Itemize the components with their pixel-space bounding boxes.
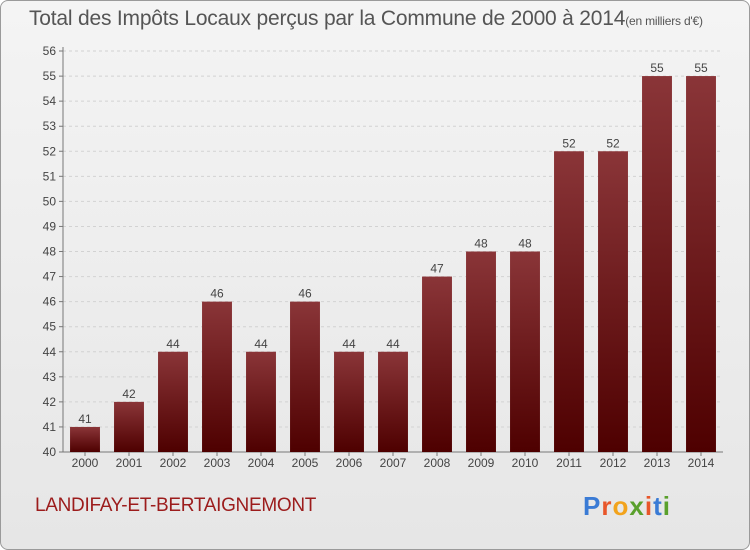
commune-name: LANDIFAY-ET-BERTAIGNEMONT <box>35 495 317 516</box>
bar-value-label: 41 <box>78 412 92 426</box>
bar-value-label: 48 <box>518 237 532 251</box>
x-tick-label: 2001 <box>116 456 143 470</box>
brand-letter: P <box>583 491 602 521</box>
bar-value-label: 42 <box>122 387 136 401</box>
proxiti-logo: Proxiti <box>583 491 671 522</box>
bar <box>642 76 672 452</box>
bar-value-label: 46 <box>210 287 224 301</box>
x-tick-label: 2002 <box>160 456 187 470</box>
x-tick-label: 2006 <box>336 456 363 470</box>
bar <box>422 276 452 452</box>
y-tick-label: 40 <box>43 445 57 459</box>
x-tick-label: 2007 <box>380 456 407 470</box>
bar-value-label: 52 <box>562 136 576 150</box>
brand-letter: t <box>653 491 663 521</box>
brand-letter: o <box>612 491 630 521</box>
x-tick-label: 2014 <box>688 456 715 470</box>
bar <box>686 76 716 452</box>
x-tick-label: 2005 <box>292 456 319 470</box>
y-tick-label: 41 <box>43 420 57 434</box>
y-tick-labels: 40 41 42 43 44 45 46 47 48 49 50 51 52 53 54 55 56 <box>43 44 57 459</box>
chart-unit: (en milliers d'€) <box>625 14 703 28</box>
y-tick-label: 53 <box>43 119 57 133</box>
bar <box>114 401 144 452</box>
bar-value-label: 55 <box>650 61 664 75</box>
value-labels: 41 42 44 46 44 46 44 44 47 48 48 52 52 55 55 <box>78 61 708 426</box>
x-tick-labels: 2000 2001 2002 2003 2004 2005 2006 2007 2008 2009… <box>72 456 715 470</box>
bar <box>70 426 100 452</box>
bar-value-label: 44 <box>166 337 180 351</box>
x-tick-label: 2009 <box>468 456 495 470</box>
chart-title-text: Total des Impôts Locaux perçus par la Co… <box>29 7 626 30</box>
y-tick-label: 43 <box>43 370 57 384</box>
bars <box>70 76 716 452</box>
brand-letter: r <box>601 491 613 521</box>
y-tick-label: 46 <box>43 295 57 309</box>
y-tick-label: 54 <box>43 94 57 108</box>
bar-value-label: 44 <box>386 337 400 351</box>
bar <box>290 301 320 452</box>
x-tick-label: 2012 <box>600 456 627 470</box>
bar <box>246 351 276 452</box>
bar-value-label: 44 <box>342 337 356 351</box>
bar <box>554 151 584 452</box>
y-tick-label: 56 <box>43 44 57 58</box>
x-tick-label: 2008 <box>424 456 451 470</box>
x-tick-label: 2000 <box>72 456 99 470</box>
bar <box>202 301 232 452</box>
bar-value-label: 48 <box>474 237 488 251</box>
bar-value-label: 44 <box>254 337 268 351</box>
x-tick-label: 2004 <box>248 456 275 470</box>
brand-letter: i <box>644 491 654 521</box>
y-tick-label: 51 <box>43 169 57 183</box>
x-tick-label: 2013 <box>644 456 671 470</box>
bar <box>378 351 408 452</box>
x-tick-label: 2010 <box>512 456 539 470</box>
y-tick-label: 48 <box>43 245 57 259</box>
y-tick-label: 52 <box>43 144 57 158</box>
y-tick-label: 42 <box>43 395 57 409</box>
bar-value-label: 52 <box>606 136 620 150</box>
x-tick-label: 2003 <box>204 456 231 470</box>
y-tick-label: 55 <box>43 69 57 83</box>
y-tick-label: 45 <box>43 320 57 334</box>
brand-letter: x <box>629 491 645 521</box>
bar <box>598 151 628 452</box>
bar-value-label: 46 <box>298 287 312 301</box>
bar <box>158 351 188 452</box>
bar <box>510 251 540 452</box>
y-tick-label: 44 <box>43 345 57 359</box>
bar <box>466 251 496 452</box>
x-tick-label: 2011 <box>556 456 582 470</box>
y-tick-label: 50 <box>43 194 57 208</box>
bar <box>334 351 364 452</box>
brand-letter: i <box>662 491 671 521</box>
bar-value-label: 55 <box>694 61 708 75</box>
y-tick-label: 47 <box>43 270 57 284</box>
chart-title: Total des Impôts Locaux perçus par la Co… <box>29 7 703 31</box>
y-tick-label: 49 <box>43 219 57 233</box>
bar-value-label: 47 <box>430 262 444 276</box>
